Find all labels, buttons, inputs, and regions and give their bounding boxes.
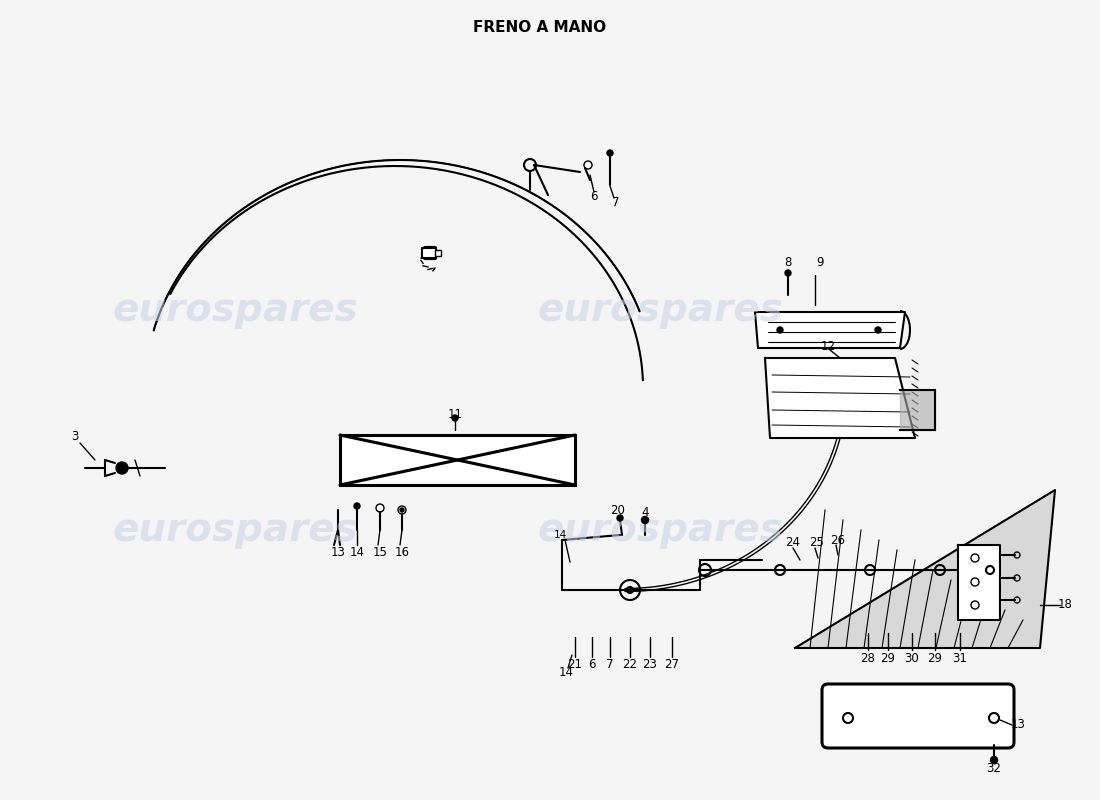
Text: 13: 13 <box>1011 718 1025 731</box>
Text: 25: 25 <box>810 537 824 550</box>
Text: 7: 7 <box>613 195 619 209</box>
Polygon shape <box>958 545 1000 620</box>
Text: 6: 6 <box>591 190 597 203</box>
Circle shape <box>617 515 623 521</box>
Text: 18: 18 <box>1057 598 1072 611</box>
Text: eurospares: eurospares <box>537 511 783 549</box>
Text: 28: 28 <box>860 651 876 665</box>
Text: 27: 27 <box>664 658 680 671</box>
Text: 6: 6 <box>588 658 596 671</box>
Text: 15: 15 <box>373 546 387 559</box>
Circle shape <box>777 327 783 333</box>
Text: 12: 12 <box>821 339 836 353</box>
Text: 20: 20 <box>610 503 626 517</box>
Text: 9: 9 <box>816 257 824 270</box>
Text: 31: 31 <box>953 651 967 665</box>
Text: FRENO A MANO: FRENO A MANO <box>473 21 606 35</box>
Text: 11: 11 <box>448 409 462 422</box>
Polygon shape <box>755 312 905 348</box>
Text: eurospares: eurospares <box>537 291 783 329</box>
Text: 16: 16 <box>395 546 409 559</box>
Text: 3: 3 <box>72 430 79 442</box>
Text: 14: 14 <box>350 546 364 559</box>
FancyBboxPatch shape <box>822 684 1014 748</box>
Text: 29: 29 <box>880 651 895 665</box>
Text: 22: 22 <box>623 658 638 671</box>
Text: 30: 30 <box>904 651 920 665</box>
Circle shape <box>354 503 360 509</box>
Text: 23: 23 <box>642 658 658 671</box>
Circle shape <box>400 508 404 512</box>
Text: 13: 13 <box>331 546 345 559</box>
Text: 29: 29 <box>927 651 943 665</box>
Polygon shape <box>900 390 935 430</box>
Text: 7: 7 <box>606 658 614 671</box>
Text: 14: 14 <box>553 530 566 540</box>
Text: 24: 24 <box>785 537 801 550</box>
Text: eurospares: eurospares <box>112 511 358 549</box>
FancyBboxPatch shape <box>340 435 575 485</box>
Polygon shape <box>795 490 1055 648</box>
Circle shape <box>627 587 632 593</box>
Text: 4: 4 <box>641 506 649 519</box>
FancyBboxPatch shape <box>422 248 436 258</box>
Text: 14: 14 <box>559 666 573 679</box>
Text: 8: 8 <box>784 257 792 270</box>
Circle shape <box>452 415 458 421</box>
Circle shape <box>641 517 649 523</box>
Polygon shape <box>764 358 915 438</box>
Text: eurospares: eurospares <box>112 291 358 329</box>
Circle shape <box>607 150 613 156</box>
Circle shape <box>116 462 128 474</box>
Text: 26: 26 <box>830 534 846 546</box>
Circle shape <box>990 757 998 763</box>
Circle shape <box>874 327 881 333</box>
Text: 32: 32 <box>987 762 1001 774</box>
FancyBboxPatch shape <box>434 250 441 256</box>
Circle shape <box>785 270 791 276</box>
Text: 21: 21 <box>568 658 583 671</box>
